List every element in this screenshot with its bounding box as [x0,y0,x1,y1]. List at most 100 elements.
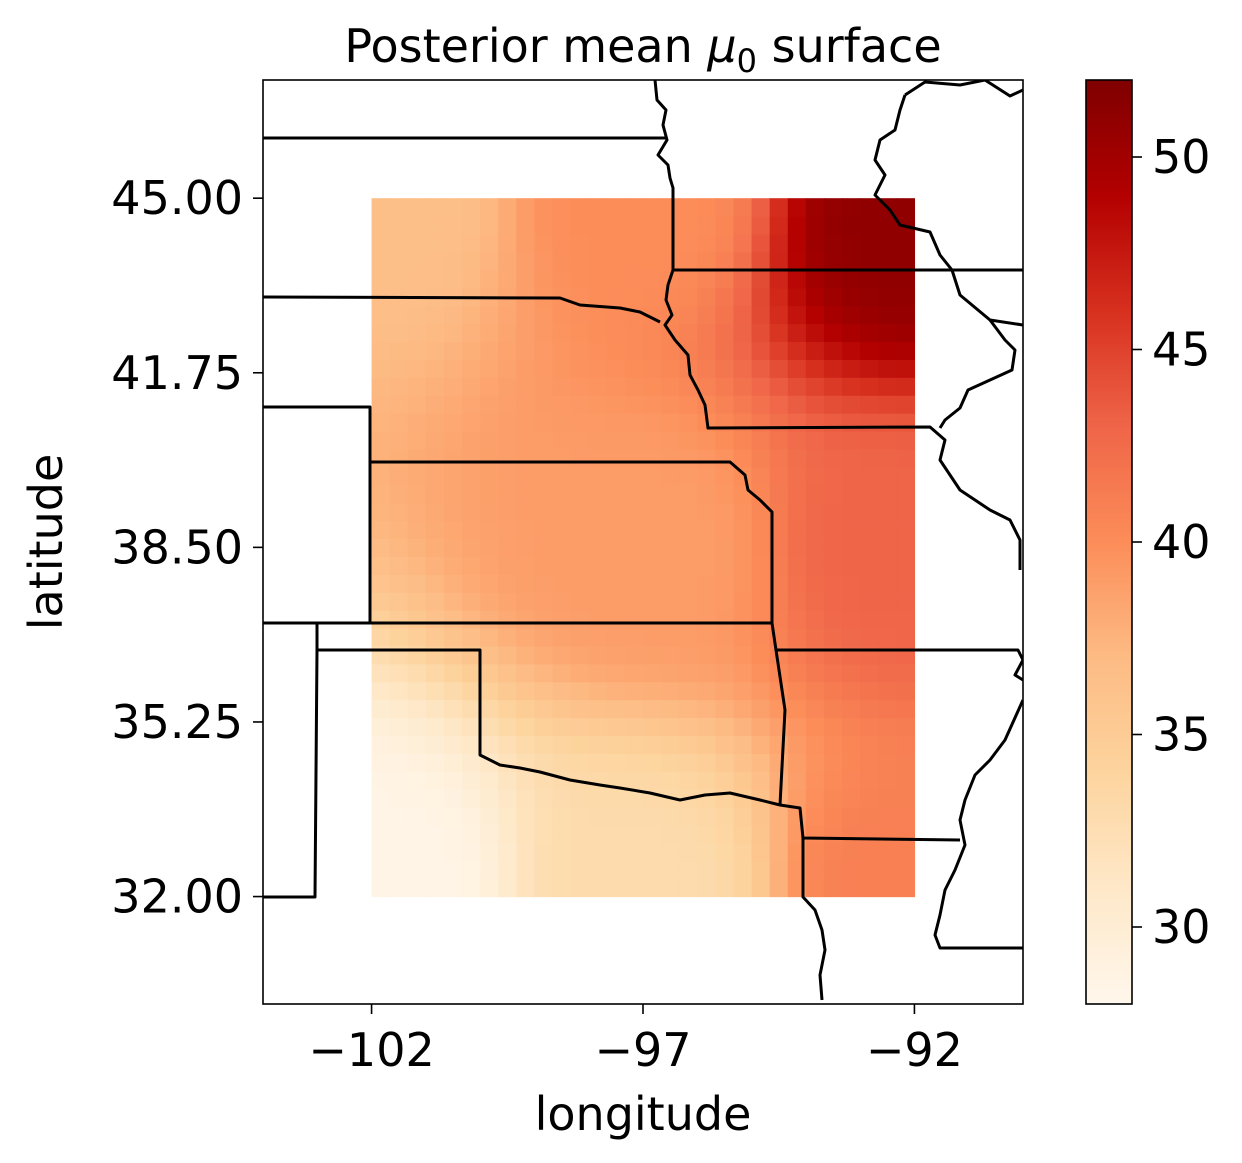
heatmap-cell [624,807,644,826]
heatmap-cell [715,430,735,450]
heatmap-cell [624,824,644,844]
heatmap-cell [715,645,735,665]
heatmap-cell [679,574,698,593]
heatmap-cell [371,717,391,736]
boundary-line [263,295,661,324]
heatmap-cell [389,860,409,880]
colorbar-tick-label: 30 [1152,900,1211,954]
heatmap-cell [661,198,680,217]
heatmap-cell [534,377,554,396]
heatmap-cell [624,592,644,611]
heatmap-cell [769,377,789,396]
heatmap-cell [860,430,879,450]
state-boundaries [263,80,1023,1001]
heatmap-cell [588,753,608,772]
heatmap-cell [588,645,608,665]
heatmap-cell [896,341,916,360]
heatmap-cell [371,430,391,450]
heatmap-cell [389,753,409,772]
heatmap-cell [860,789,879,808]
heatmap-cell [588,323,608,343]
heatmap-cell [371,234,391,253]
heatmap-cell [751,592,771,611]
heatmap-cell [606,627,626,647]
heatmap-cell [805,735,825,754]
heatmap-cell [751,771,771,790]
heatmap-cell [769,824,789,844]
heatmap-cell [805,538,825,557]
heatmap-cell [878,717,897,736]
heatmap-cell [896,269,916,289]
heatmap-cell [842,627,861,647]
heatmap-cell [425,466,445,486]
heatmap-cell [425,323,445,343]
heatmap-cell [842,359,861,378]
heatmap-cell [643,556,662,575]
heatmap-cell [805,627,825,647]
heatmap-cell [606,484,626,504]
heatmap-cell [860,878,879,898]
heatmap-cell [371,753,391,772]
heatmap-cell [733,502,753,522]
heatmap-cell [715,860,735,880]
heatmap-cell [480,592,499,611]
heatmap-cell [823,735,843,754]
heatmap-cell [769,287,789,307]
heatmap-cell [371,842,391,862]
heatmap-cell [480,663,499,683]
heatmap-cell [407,556,427,575]
heatmap-cell [624,878,644,898]
heatmap-cell [425,699,445,719]
heatmap-cell [643,448,662,468]
chart-title-subscript: 0 [737,42,757,80]
heatmap-cell [389,305,409,325]
heatmap-cell [697,269,716,289]
heatmap-cell [679,251,698,271]
heatmap-cell [606,699,626,719]
heatmap-cell [860,234,879,253]
heatmap-cell [570,735,590,754]
heatmap-cell [860,627,879,647]
heatmap-cell [751,430,771,450]
heatmap-cell [751,610,771,629]
heatmap-cell [425,413,445,432]
heatmap-cell [425,234,445,253]
heatmap-cell [498,323,517,343]
heatmap-cell [643,699,662,719]
heatmap-cell [498,699,517,719]
boundary-line [873,94,954,271]
heatmap-cell [624,466,644,486]
heatmap-cell [787,216,807,235]
heatmap-cell [805,305,825,325]
heatmap-cell [787,807,807,826]
heatmap-cell [842,538,861,557]
x-tick-label: −92 [866,1023,963,1077]
heatmap-cell [878,520,897,540]
heatmap-cell [443,520,463,540]
heatmap-cell [715,287,735,307]
heatmap-cell [697,198,716,217]
heatmap-cell [769,341,789,360]
heatmap-cell [570,860,590,880]
heatmap-cell [787,359,807,378]
heatmap-cell [516,807,536,826]
heatmap-cell [661,610,680,629]
heatmap-cell [462,377,481,396]
heatmap-cell [842,502,861,522]
heatmap-cell [552,574,572,593]
heatmap-cell [896,502,916,522]
heatmap-cell [823,753,843,772]
heatmap-cell [588,556,608,575]
heatmap-cell [733,807,753,826]
heatmap-cell [570,269,590,289]
heatmap-cell [606,251,626,271]
chart-title-prefix: Posterior mean [344,19,707,73]
heatmap-cell [624,234,644,253]
heatmap-cell [715,556,735,575]
heatmap-cell [878,663,897,683]
y-tick-label: 45.00 [111,171,243,225]
heatmap-cell [842,198,861,217]
heatmap-cell [842,556,861,575]
heatmap-cell [624,842,644,862]
heatmap-cell [516,502,536,522]
